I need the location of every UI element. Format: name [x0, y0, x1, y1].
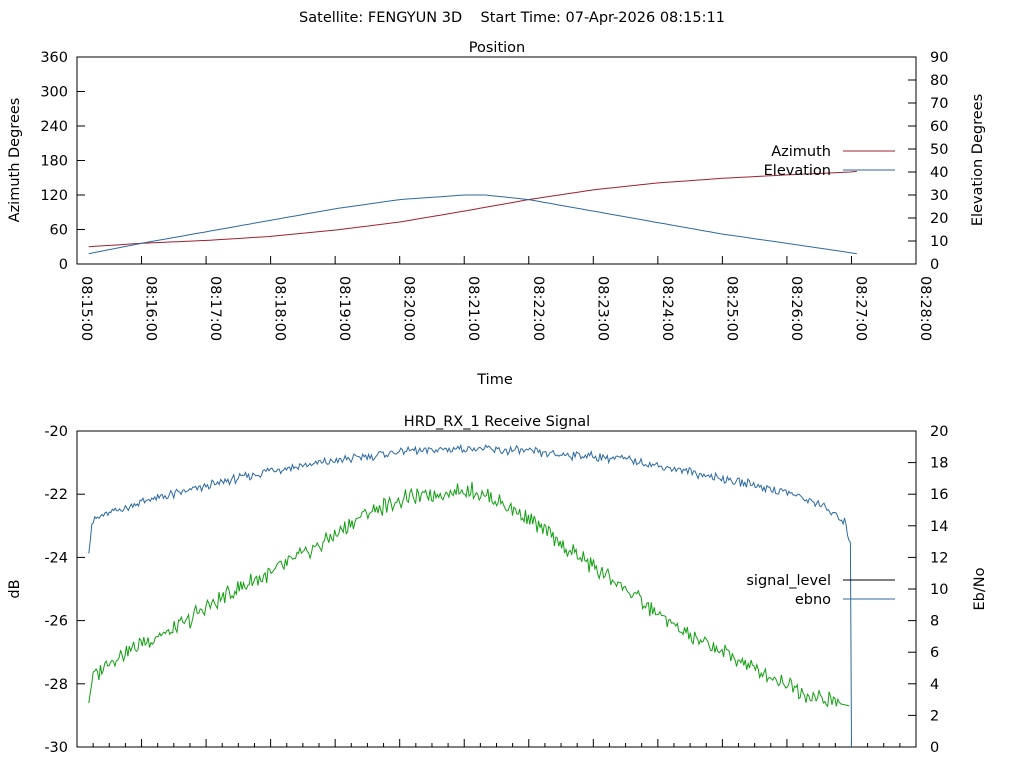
signal-y2-tick-label: 8: [930, 614, 939, 630]
position-x-tick-label: 08:22:00: [530, 276, 546, 341]
signal-y2-tick-label: 12: [930, 550, 948, 566]
signal-legend-signal-level-label: signal_level: [746, 573, 831, 589]
signal-series-ebno-line: [88, 443, 852, 748]
position-x-tick-label: 08:24:00: [659, 276, 675, 341]
position-y-tick-label: 60: [50, 223, 68, 239]
position-series-elevation-line: [88, 194, 857, 255]
position-x-axis-label: Time: [476, 372, 513, 388]
position-x-tick-label: 08:18:00: [272, 276, 288, 341]
position-legend-azimuth-label: Azimuth: [771, 144, 831, 160]
position-y-tick-label: 360: [40, 50, 68, 66]
position-legend-elevation-label: Elevation: [764, 163, 831, 179]
position-y2-tick-label: 80: [930, 73, 948, 89]
position-x-tick-label: 08:26:00: [788, 276, 804, 341]
signal-y-tick-label: -30: [44, 740, 68, 756]
position-x-tick-label: 08:23:00: [594, 276, 610, 341]
signal-legend-ebno-label: ebno: [795, 592, 831, 608]
position-x-tick-label: 08:21:00: [465, 276, 481, 341]
signal-y-tick-label: -26: [44, 614, 68, 630]
signal-axes: -30 -28 -26 -24 -22 -20 0 2 4 6 8 10 12 14 16 18 20: [44, 424, 948, 756]
page-title: Satellite: FENGYUN 3D Start Time: 07-Apr…: [299, 10, 725, 26]
signal-series: [88, 443, 852, 748]
signal-y-tick-label: -28: [44, 677, 68, 693]
signal-series-signal-level-trace-line: [88, 481, 850, 708]
position-series: [88, 170, 857, 255]
position-y-tick-label: 0: [59, 257, 68, 273]
signal-y2-tick-label: 0: [930, 740, 939, 756]
signal-y2-tick-label: 20: [930, 424, 948, 440]
signal-y-tick-label: -20: [44, 424, 68, 440]
signal-chart-title: HRD_RX_1 Receive Signal: [404, 414, 590, 430]
position-y-tick-label: 240: [40, 119, 68, 135]
position-y2-axis-label: Elevation Degrees: [970, 94, 986, 226]
position-y2-tick-label: 0: [930, 257, 939, 273]
position-chart: Position 0 60 120 180 240 300 360 0 10 20 30 40 50 60…: [7, 40, 986, 388]
position-y2-tick-label: 20: [930, 211, 948, 227]
position-y-tick-label: 180: [40, 154, 68, 170]
signal-y-tick-label: -24: [44, 550, 68, 566]
position-y2-tick-label: 50: [930, 142, 948, 158]
signal-y2-tick-label: 14: [930, 519, 948, 535]
position-y2-tick-label: 10: [930, 234, 948, 250]
signal-y-axis-label: dB: [7, 579, 23, 598]
position-x-tick-label: 08:19:00: [336, 276, 352, 341]
position-chart-title: Position: [469, 40, 525, 56]
signal-plot-frame: [76, 430, 917, 748]
signal-y-tick-label: -22: [44, 487, 68, 503]
signal-y2-tick-label: 16: [930, 487, 948, 503]
position-x-tick-label: 08:25:00: [723, 276, 739, 341]
position-series-azimuth-line: [88, 170, 857, 248]
position-y2-tick-label: 60: [930, 119, 948, 135]
position-x-tick-label: 08:17:00: [207, 276, 223, 341]
signal-y2-tick-label: 10: [930, 582, 948, 598]
signal-chart: HRD_RX_1 Receive Signal -30-28-26-24-22-…: [7, 414, 988, 756]
position-axes: 0 60 120 180 240 300 360 0 10 20 30 40 50 60 70 80 90 08:…: [40, 50, 948, 341]
position-x-tick-label: 08:28:00: [917, 276, 933, 341]
position-y2-tick-label: 30: [930, 188, 948, 204]
signal-y2-axis-label: Eb/No: [972, 567, 988, 610]
signal-y2-tick-label: 18: [930, 456, 948, 472]
position-y-axis-label: Azimuth Degrees: [7, 98, 23, 223]
position-x-tick-label: 08:20:00: [401, 276, 417, 341]
signal-y2-tick-label: 6: [930, 645, 939, 661]
position-plot-frame: [76, 56, 917, 265]
position-x-tick-label: 08:15:00: [78, 276, 94, 341]
position-legend: Azimuth Elevation: [764, 144, 895, 179]
position-y2-tick-label: 70: [930, 96, 948, 112]
position-y2-tick-label: 40: [930, 165, 948, 181]
signal-y2-tick-label: 2: [930, 708, 939, 724]
position-y-tick-label: 120: [40, 188, 68, 204]
position-y-tick-label: 300: [40, 85, 68, 101]
position-x-tick-label: 08:16:00: [143, 276, 159, 341]
position-x-tick-label: 08:27:00: [852, 276, 868, 341]
position-y2-tick-label: 90: [930, 50, 948, 66]
signal-y2-tick-label: 4: [930, 677, 939, 693]
